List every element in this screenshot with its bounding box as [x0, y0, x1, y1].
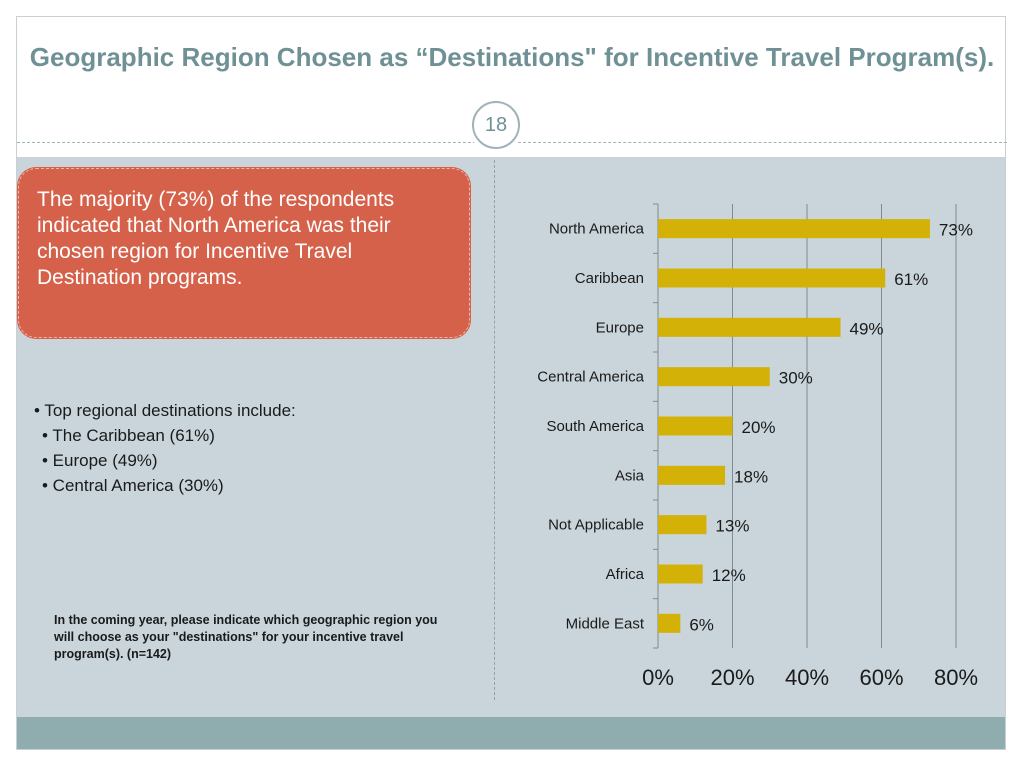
data-label: 20%: [742, 418, 776, 437]
x-tick-label: 40%: [785, 665, 829, 690]
x-tick-label: 0%: [642, 665, 674, 690]
page-number-badge: 18: [472, 101, 520, 149]
callout-box: The majority (73%) of the respondents in…: [18, 168, 470, 338]
bar: [658, 268, 886, 288]
bullet-intro: • Top regional destinations include:: [34, 401, 296, 420]
bar: [658, 317, 841, 337]
category-label: North America: [549, 221, 645, 238]
data-label: 73%: [939, 221, 973, 240]
x-tick-label: 60%: [859, 665, 903, 690]
bullet-item: • Central America (30%): [42, 476, 224, 495]
category-label: Middle East: [566, 615, 645, 632]
page-number: 18: [484, 113, 508, 136]
x-tick-label: 80%: [934, 665, 978, 690]
column-divider: [494, 160, 495, 700]
data-label: 49%: [850, 319, 884, 338]
data-label: 6%: [689, 615, 714, 634]
footer-band: [17, 717, 1005, 749]
bar: [658, 613, 681, 633]
category-label: Asia: [615, 467, 645, 484]
category-label: Europe: [596, 319, 644, 336]
category-label: Not Applicable: [548, 517, 644, 534]
category-label: Africa: [606, 566, 645, 583]
bar: [658, 219, 930, 239]
data-label: 13%: [715, 517, 749, 536]
callout-text: The majority (73%) of the respondents in…: [37, 188, 395, 289]
bar: [658, 515, 707, 535]
category-label: Caribbean: [575, 270, 644, 287]
category-label: Central America: [537, 369, 644, 386]
data-label: 61%: [894, 270, 928, 289]
bar: [658, 465, 726, 485]
x-tick-label: 20%: [710, 665, 754, 690]
bullet-item: • Europe (49%): [42, 451, 158, 470]
data-label: 18%: [734, 467, 768, 486]
slide-title: Geographic Region Chosen as “Destination…: [29, 42, 995, 72]
bar: [658, 367, 770, 387]
bar: [658, 564, 703, 584]
data-label: 12%: [712, 566, 746, 585]
bullet-item: • The Caribbean (61%): [42, 426, 215, 445]
bar: [658, 416, 733, 436]
survey-question-footnote: In the coming year, please indicate whic…: [54, 613, 438, 661]
category-label: South America: [546, 418, 644, 435]
bullet-list: • Top regional destinations include: • T…: [34, 398, 474, 498]
data-label: 30%: [779, 369, 813, 388]
